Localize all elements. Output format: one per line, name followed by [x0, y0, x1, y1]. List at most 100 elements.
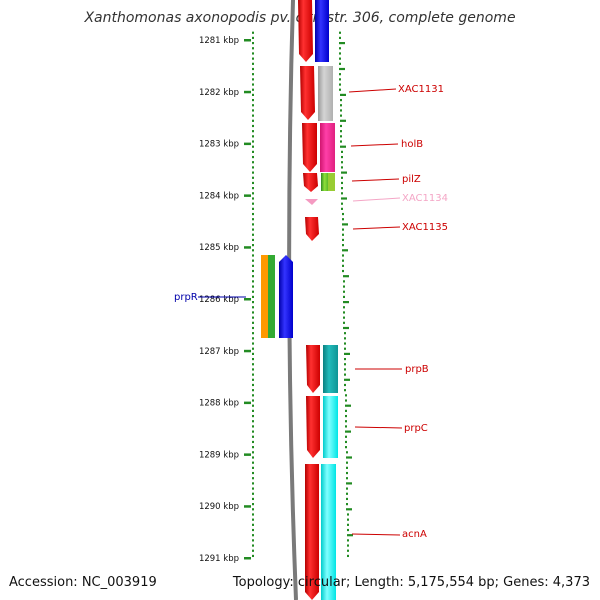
minor-tick: [341, 207, 343, 210]
gene-arrow: [306, 396, 320, 458]
minor-tick: [252, 378, 254, 381]
minor-tick: [342, 228, 344, 231]
gene-label-acna: acnA: [402, 529, 427, 540]
minor-tick: [342, 212, 344, 216]
minor-tick: [346, 508, 352, 511]
minor-tick: [342, 238, 344, 242]
cog-bar: [321, 173, 328, 191]
minor-tick: [344, 373, 346, 376]
minor-tick: [339, 36, 341, 40]
minor-tick: [252, 347, 254, 350]
major-tick: [244, 298, 251, 301]
minor-tick: [252, 233, 254, 236]
minor-tick: [252, 440, 254, 444]
minor-tick: [252, 425, 254, 428]
minor-tick: [345, 414, 347, 418]
minor-tick: [346, 482, 352, 485]
minor-tick: [252, 93, 254, 96]
minor-tick: [252, 124, 254, 128]
minor-tick: [252, 399, 254, 402]
kbp-label: 1281 kbp: [199, 36, 239, 46]
minor-tick: [252, 435, 254, 438]
minor-tick: [346, 477, 348, 480]
minor-tick: [252, 518, 254, 521]
minor-tick: [252, 73, 254, 76]
minor-tick: [252, 140, 254, 143]
minor-tick: [346, 466, 348, 469]
gene-label-xac1131: XAC1131: [398, 84, 444, 95]
minor-tick: [346, 497, 348, 501]
gene-label-prpc: prpC: [404, 423, 428, 434]
minor-tick: [344, 383, 346, 387]
cog-bar: [323, 345, 338, 393]
minor-tick: [340, 98, 342, 102]
minor-tick: [347, 544, 349, 547]
minor-tick: [347, 518, 349, 521]
minor-tick: [347, 523, 349, 526]
minor-tick: [252, 62, 254, 65]
gene-label-prpb: prpB: [405, 364, 429, 375]
minor-tick: [342, 244, 344, 247]
minor-tick: [252, 446, 254, 449]
minor-tick: [252, 513, 254, 516]
minor-tick: [252, 430, 254, 433]
minor-tick: [252, 539, 254, 542]
minor-tick: [252, 471, 254, 475]
minor-tick: [252, 212, 254, 216]
cog-bar: [323, 396, 338, 458]
minor-tick: [252, 150, 254, 153]
kbp-label: 1285 kbp: [199, 243, 239, 253]
major-tick: [244, 142, 251, 146]
minor-tick: [252, 461, 254, 464]
minor-tick: [252, 337, 254, 340]
gene-label-pilz: pilZ: [402, 174, 421, 185]
cog-category-bars: [315, 0, 338, 600]
minor-tick: [344, 342, 346, 345]
minor-tick: [344, 363, 346, 366]
gene-arrow: [303, 173, 318, 192]
minor-tick: [252, 130, 254, 133]
minor-tick: [346, 451, 348, 454]
minor-tick: [252, 383, 254, 387]
kbp-scale: 1281 kbp 1282 kbp 1283 kbp 1284 kbp 1285 kbp…: [199, 36, 239, 564]
minor-tick: [346, 471, 348, 475]
kbp-label: 1288 kbp: [199, 399, 239, 409]
minor-tick: [339, 67, 345, 71]
minor-tick: [341, 171, 347, 174]
minor-tick: [252, 342, 254, 345]
minor-tick: [252, 466, 254, 469]
minor-tick: [252, 161, 254, 164]
minor-tick: [345, 404, 351, 407]
minor-tick: [252, 451, 254, 454]
minor-tick: [252, 420, 254, 423]
gene-label-xac1134: XAC1134: [402, 193, 448, 204]
major-tick: [244, 246, 251, 249]
minor-tick: [252, 228, 254, 231]
minor-tick: [252, 254, 254, 257]
minor-tick: [342, 223, 348, 226]
gene-arrow: [305, 464, 319, 600]
minor-tick: [252, 176, 254, 179]
minor-tick: [346, 456, 352, 459]
kbp-label: 1289 kbp: [199, 450, 239, 460]
kbp-label: 1286 kbp: [199, 295, 239, 305]
minor-tick: [252, 67, 254, 71]
minor-tick: [344, 378, 350, 381]
minor-tick: [345, 409, 347, 412]
minor-tick: [252, 477, 254, 480]
minor-tick: [346, 503, 348, 506]
minor-tick: [339, 31, 341, 34]
minor-tick: [345, 394, 347, 397]
minor-tick: [343, 301, 349, 304]
kbp-label: 1283 kbp: [199, 140, 239, 150]
minor-tick: [347, 528, 349, 532]
minor-tick: [345, 430, 351, 433]
cog-bar: [268, 255, 275, 338]
minor-tick: [252, 57, 254, 60]
minor-tick: [340, 114, 342, 117]
minor-tick: [252, 368, 254, 371]
minor-tick: [344, 352, 350, 355]
minor-tick: [341, 155, 343, 159]
minor-tick: [252, 275, 254, 278]
